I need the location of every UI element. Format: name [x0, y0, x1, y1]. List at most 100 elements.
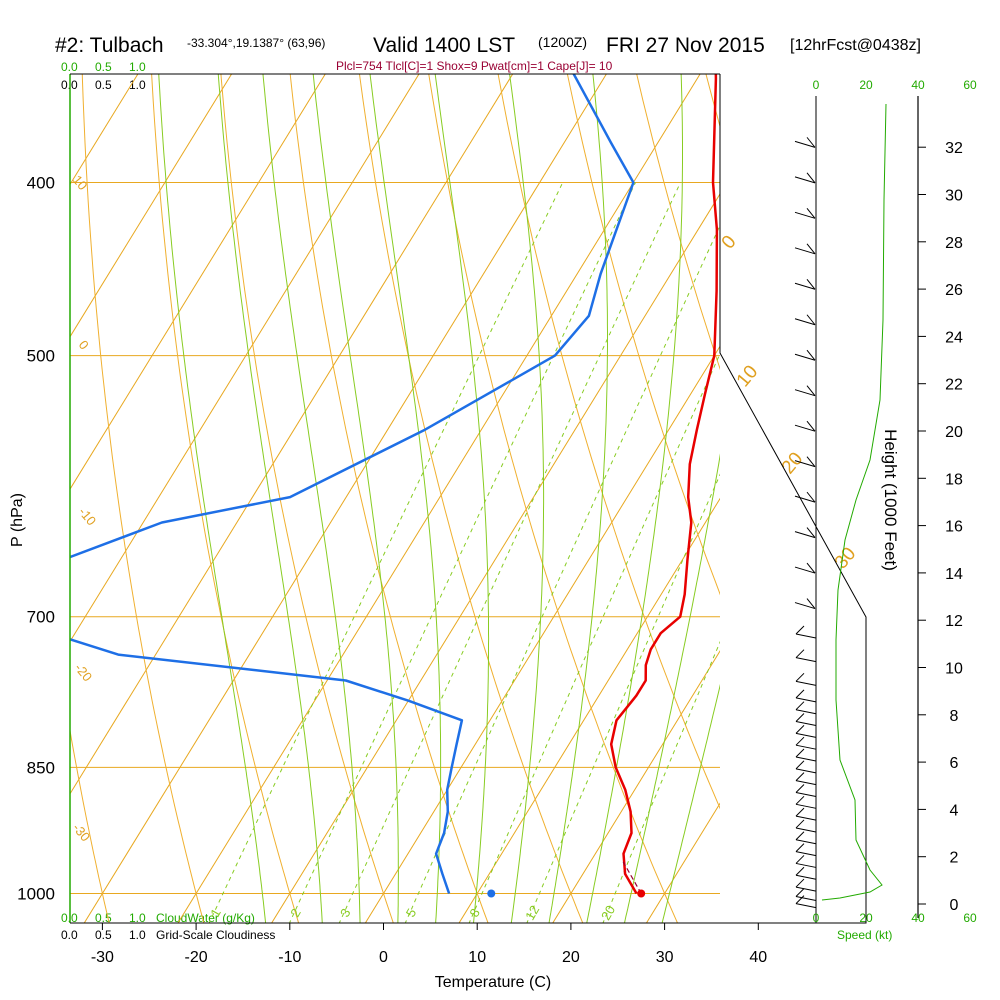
wind-barb-staff	[794, 247, 816, 255]
moist-adiabat-8	[369, 74, 442, 923]
wind-barb	[795, 819, 817, 833]
wind-barb-staff	[794, 602, 816, 610]
wind-barb	[794, 562, 816, 574]
wind-barb-flag	[806, 420, 816, 432]
wind-barb-staff	[794, 566, 816, 574]
dry-adiabat-40	[497, 74, 720, 810]
isotherm--110	[0, 0, 14, 931]
x-tick-label-0: 0	[379, 949, 388, 966]
height-tick-28: 28	[945, 235, 963, 252]
wind-barb	[794, 491, 816, 503]
wind-barb-staff	[794, 282, 816, 290]
speed-tick-top-0: 0	[813, 78, 820, 92]
wind-speed-label: Speed (kt)	[837, 928, 892, 942]
wind-barb	[795, 713, 817, 727]
mixing-ratio-line-12	[526, 473, 720, 923]
moist-adiabat-0	[262, 74, 361, 923]
wind-barb	[794, 208, 816, 219]
x-tick-label--10: -10	[278, 949, 301, 966]
wind-barb-staff	[795, 839, 817, 845]
wind-barb-staff	[795, 709, 817, 715]
isotherm-label-left--20: -20	[72, 660, 96, 684]
wind-barb	[795, 888, 817, 902]
wind-barb-flag	[795, 736, 805, 746]
mixing-ratio-line-2	[288, 182, 636, 923]
isotherm-label-right-10: 10	[733, 362, 763, 392]
wind-barb-flag	[806, 278, 816, 290]
wind-barb-flag	[795, 888, 805, 897]
cloudwater-label: CloudWater (g/Kg)	[156, 911, 255, 925]
height-tick-12: 12	[945, 613, 963, 630]
speed-tick-bottom-0: 0	[813, 911, 820, 925]
wind-barb-flag	[795, 672, 805, 682]
wind-barb-flag	[806, 137, 816, 148]
height-tick-4: 4	[950, 802, 959, 819]
wind-barb	[794, 598, 816, 610]
sounding-indices: Plcl=754 Tlcl[C]=1 Shox=9 Pwat[cm]=1 Cap…	[336, 59, 613, 73]
height-tick-8: 8	[950, 708, 959, 725]
wind-barb-staff	[794, 140, 816, 148]
isotherm--100	[0, 0, 108, 931]
wind-barb-flag	[795, 625, 805, 635]
moist-adiabat-16	[509, 74, 545, 923]
moist-adiabat-20	[548, 74, 608, 923]
height-tick-16: 16	[945, 519, 963, 536]
wind-barb	[794, 278, 816, 290]
isotherm-label-right-0: 0	[718, 232, 741, 254]
dry-adiabat--20	[81, 74, 205, 923]
wind-barb-staff	[794, 460, 816, 468]
wind-barb-staff	[794, 211, 816, 219]
height-tick-26: 26	[945, 282, 963, 299]
wind-barb-staff	[794, 495, 816, 503]
wind-barb	[795, 831, 817, 845]
isotherm-label-left-0: 0	[76, 337, 92, 352]
wind-barb-flag	[806, 208, 816, 219]
mixing-ratio-line-20	[602, 640, 720, 923]
wind-barb	[794, 172, 816, 184]
cloudiness-scale-top-1: 0.5	[95, 78, 112, 92]
wind-barb-staff	[795, 791, 817, 797]
plot-area: 0 -10 -20 -30 10	[0, 0, 720, 931]
isotherm-label-right-30: 30	[831, 544, 861, 574]
moist-adiabats	[158, 74, 720, 923]
wind-barb-staff	[795, 732, 817, 738]
isotherm--30	[83, 74, 607, 923]
wind-speed-scale-bottom: 0 20 40 60 Speed (kt)	[813, 911, 977, 942]
isotherm--50	[70, 74, 420, 643]
parcel-path	[622, 861, 642, 894]
wind-panel	[794, 96, 887, 923]
wind-barb	[795, 866, 817, 880]
wind-barb-staff	[794, 318, 816, 326]
cloudwater-scale-top: 0.0 0.5 1.0 0.0 0.5 1.0	[61, 60, 146, 92]
wind-barb-flag	[806, 314, 816, 326]
wind-barb-staff	[795, 721, 817, 727]
wind-barb	[795, 878, 817, 892]
wind-barb	[794, 243, 816, 255]
right-frame	[719, 74, 867, 924]
mixing-ratio-line-5	[404, 224, 720, 923]
pressure-tick-1000: 1000	[17, 885, 55, 904]
height-tick-24: 24	[945, 329, 963, 346]
wind-barb	[795, 807, 817, 821]
moist-adiabat--10	[158, 74, 267, 923]
dry-adiabat-60	[636, 74, 720, 371]
x-axis: -30 -20 -10 0 10 20 30 40	[91, 923, 767, 966]
cloudiness-label: Grid-Scale Cloudiness	[156, 928, 275, 942]
dry-adiabat-50	[566, 74, 720, 596]
wind-barb	[794, 420, 816, 432]
forecast-info: [12hrFcst@0438z]	[790, 37, 921, 54]
wind-barb-staff	[794, 176, 816, 184]
isotherm--40	[70, 74, 514, 795]
wind-barb-staff	[795, 862, 817, 868]
wind-speed-profile	[821, 103, 887, 901]
wind-barb-staff	[795, 815, 817, 821]
height-tick-2: 2	[950, 850, 959, 867]
x-tick-label-20: 20	[562, 949, 580, 966]
wind-barb	[795, 649, 817, 663]
wind-barb-staff	[795, 803, 817, 809]
wind-barb	[795, 795, 817, 809]
wind-barb-flag	[795, 878, 805, 888]
wind-barb-flag	[806, 598, 816, 609]
wind-barb	[795, 784, 817, 797]
